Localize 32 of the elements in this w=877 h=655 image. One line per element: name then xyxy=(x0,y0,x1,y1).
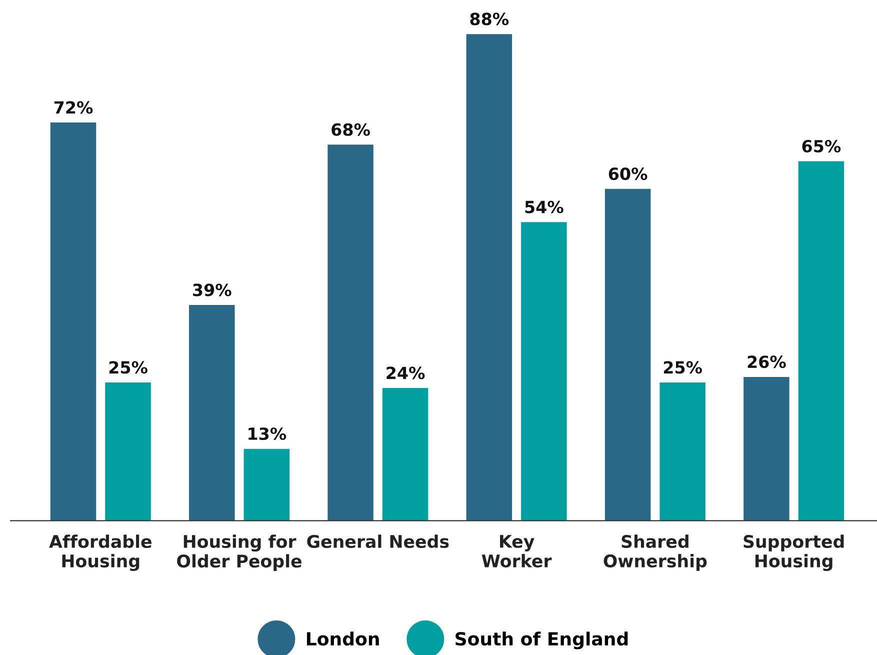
bar xyxy=(382,388,428,521)
data-label: 26% xyxy=(748,356,786,368)
bar xyxy=(466,34,512,521)
x-tick-label: Supported Housing xyxy=(744,534,844,571)
bar xyxy=(744,376,790,521)
data-label: 24% xyxy=(386,366,425,380)
x-tick-label: General Needs xyxy=(307,534,449,548)
bar xyxy=(244,448,290,521)
bar xyxy=(328,144,374,521)
bar xyxy=(660,382,706,521)
data-label: 25% xyxy=(664,361,702,374)
data-label: 65% xyxy=(802,140,841,152)
data-label: 13% xyxy=(248,427,286,440)
data-label: 39% xyxy=(193,284,232,296)
legend-label: London xyxy=(306,632,379,646)
data-label: 88% xyxy=(470,12,509,26)
data-label: 72% xyxy=(54,101,93,114)
x-tick-label: Key Worker xyxy=(482,535,552,568)
legend-label: South of England xyxy=(456,632,628,650)
data-label: 54% xyxy=(525,200,564,214)
bar xyxy=(105,382,151,521)
bar xyxy=(798,161,844,521)
x-tick-label: Affordable Housing xyxy=(49,534,152,571)
data-label: 60% xyxy=(608,168,648,180)
data-label: 25% xyxy=(109,361,148,374)
bar xyxy=(604,188,651,521)
bar xyxy=(50,122,96,521)
bar xyxy=(189,305,235,521)
data-label: 68% xyxy=(332,123,370,136)
bar xyxy=(521,222,567,521)
x-tick-label: Shared Ownership xyxy=(604,534,707,571)
x-tick-label: Housing for Older People xyxy=(177,534,302,571)
